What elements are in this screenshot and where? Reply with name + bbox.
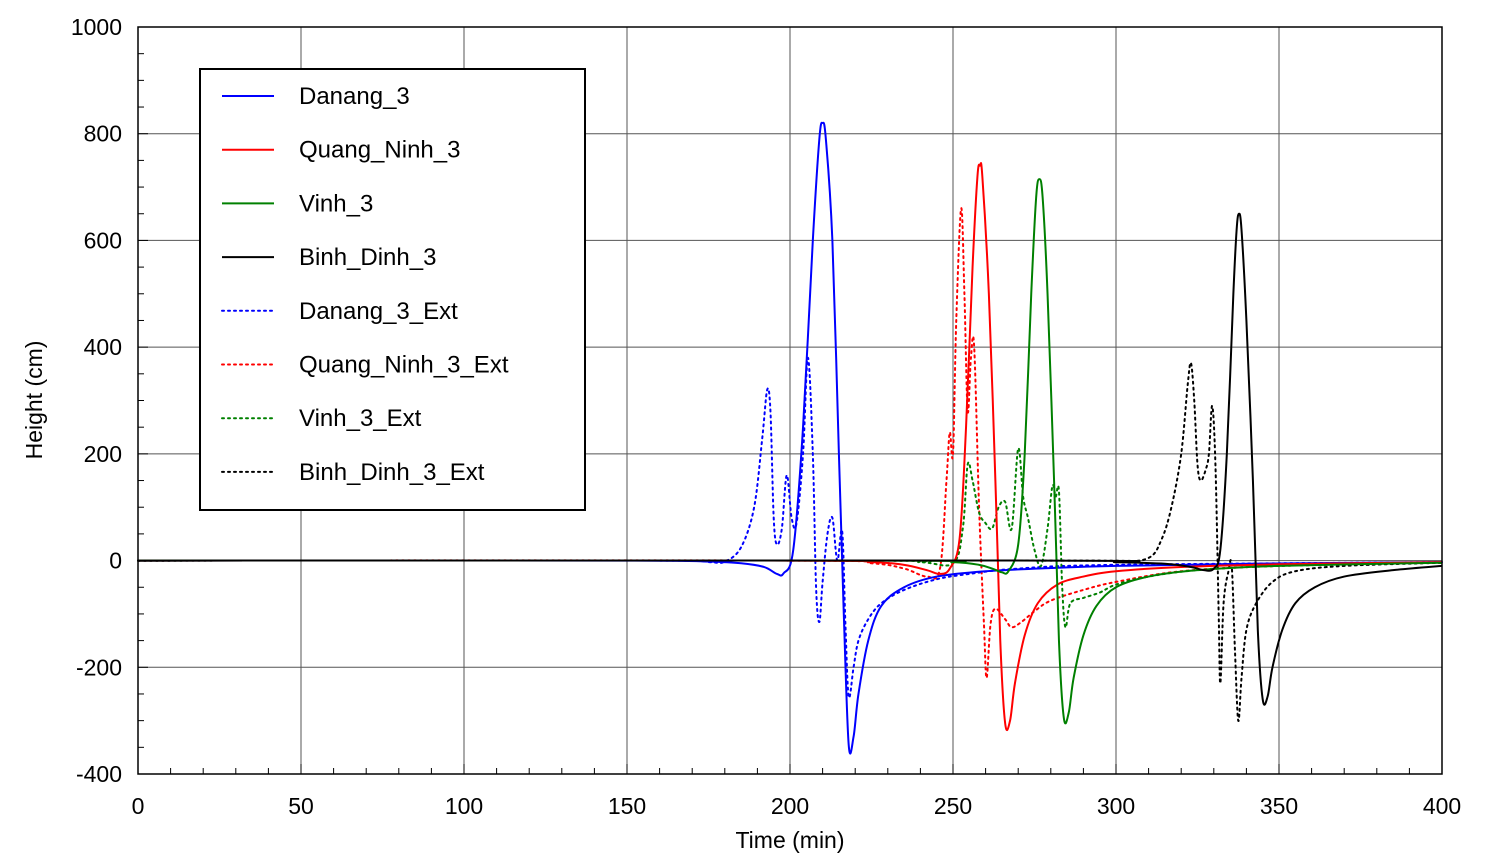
series-line-quang-ninh-3 [137,162,1443,732]
x-tick-label: 100 [445,793,483,819]
y-tick-label: 600 [84,227,122,253]
series-line-vinh-3 [137,178,1443,725]
x-tick-label: 350 [1260,793,1298,819]
x-tick-label: 150 [608,793,646,819]
x-tick-label: 250 [934,793,972,819]
x-tick-label: 400 [1423,793,1461,819]
y-tick-label: -200 [76,654,122,680]
legend-label: Danang_3 [299,83,410,110]
legend-box [199,68,586,511]
y-tick-label: -400 [76,761,122,787]
series-layer [137,121,1443,755]
x-axis-title: Time (min) [735,827,844,853]
y-axis-title: Height (cm) [21,341,47,460]
x-tick-labels: 0 50 100 150 200 250 300 350 400 [132,793,1462,819]
series-line-quang-ninh-3-ext [137,207,1443,679]
x-tick-label: 200 [771,793,809,819]
legend-label: Quang_Ninh_3_Ext [299,352,509,379]
y-tick-label: 800 [84,121,122,147]
y-tick-labels: -400 -200 0 200 400 600 800 1000 [71,14,122,787]
legend-label: Vinh_3 [299,190,373,217]
legend-label: Vinh_3_Ext [299,405,422,432]
legend-label: Quang_Ninh_3 [299,137,460,164]
x-tick-label: 0 [132,793,145,819]
legend: Danang_3 Quang_Ninh_3 Vinh_3 Binh_Dinh_3 Dan… [199,68,586,511]
plot-frame [137,26,1443,775]
y-tick-label: 400 [84,334,122,360]
y-tick-label: 0 [109,548,122,574]
series-line-binh-dinh-3 [137,212,1443,706]
x-tick-label: 50 [288,793,314,819]
legend-label: Binh_Dinh_3_Ext [299,459,485,486]
series-line-danang-3 [137,121,1443,755]
y-tick-label: 200 [84,441,122,467]
legend-label: Danang_3_Ext [299,298,458,325]
x-tick-label: 300 [1097,793,1135,819]
y-tick-label: 1000 [71,14,122,40]
legend-label: Binh_Dinh_3 [299,244,436,271]
